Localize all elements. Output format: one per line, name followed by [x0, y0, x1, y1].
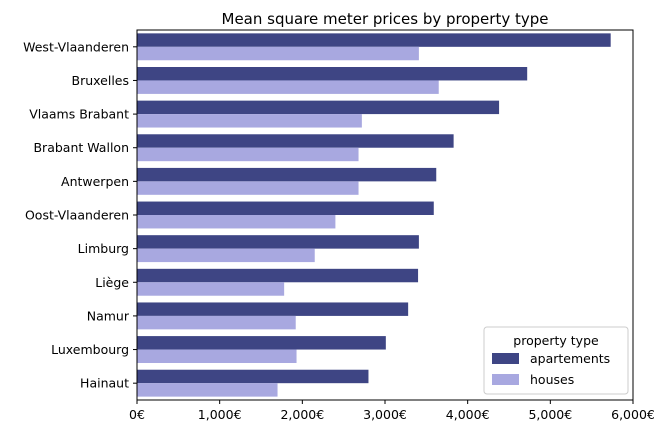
x-tick-label: 6,000€: [611, 407, 655, 422]
bar-houses-8: [137, 315, 296, 330]
bar-houses-0: [137, 46, 419, 61]
bar-houses-3: [137, 147, 359, 162]
y-tick-label: Vlaams Brabant: [29, 107, 129, 122]
legend: property type apartements houses: [483, 326, 629, 395]
legend-swatch-apartements: [492, 353, 519, 364]
y-tick-label: Namur: [87, 308, 130, 323]
y-tick-label: Liège: [95, 275, 129, 290]
x-tick-label: 0€: [129, 407, 145, 422]
y-tick-label: West-Vlaanderen: [23, 39, 129, 54]
y-tick-label: Oost-Vlaanderen: [25, 208, 129, 223]
bar-apartements-7: [137, 268, 419, 283]
bar-apartements-9: [137, 336, 386, 350]
legend-label-houses: houses: [530, 372, 574, 387]
y-tick-label: Antwerpen: [61, 174, 129, 189]
y-tick-label: Hainaut: [80, 376, 129, 391]
bar-apartements-6: [137, 235, 419, 249]
bar-apartements-3: [137, 134, 454, 148]
bar-houses-2: [137, 114, 362, 128]
x-tick-label: 4,000€: [446, 407, 490, 422]
bar-apartements-4: [137, 167, 437, 182]
legend-title: property type: [513, 333, 599, 348]
bar-houses-5: [137, 215, 336, 229]
bar-houses-9: [137, 349, 297, 363]
legend-swatch-houses: [492, 374, 519, 385]
y-tick-label: Brabant Wallon: [33, 140, 129, 155]
x-tick-label: 5,000€: [528, 407, 572, 422]
bar-apartements-1: [137, 67, 528, 81]
bar-apartements-10: [137, 369, 369, 384]
plot-frame: [136, 29, 634, 401]
y-axis: West-Vlaanderen Bruxelles Vlaams Brabant Br…: [23, 39, 137, 391]
y-tick-label: Limburg: [78, 241, 129, 256]
bar-houses-4: [137, 181, 359, 195]
y-tick-label: Luxembourg: [51, 342, 129, 357]
bar-houses-10: [137, 383, 278, 397]
x-tick-label: 2,000€: [280, 407, 324, 422]
bar-apartements-5: [137, 201, 434, 215]
x-tick-label: 1,000€: [198, 407, 242, 422]
legend-box: [483, 326, 629, 395]
legend-label-apartements: apartements: [530, 351, 610, 366]
x-tick-label: 3,000€: [363, 407, 407, 422]
bar-houses-7: [137, 282, 285, 296]
bar-apartements-8: [137, 302, 409, 316]
bar-apartements-2: [137, 100, 500, 115]
plot-area: [137, 33, 611, 397]
bar-houses-1: [137, 80, 439, 94]
bar-houses-6: [137, 248, 315, 263]
bar-apartements-0: [137, 33, 611, 47]
chart-title: Mean square meter prices by property typ…: [222, 10, 549, 28]
y-tick-label: Bruxelles: [72, 73, 130, 88]
x-axis: 0€ 1,000€ 2,000€ 3,000€ 4,000€ 5,000€ 6,000€: [129, 400, 655, 422]
